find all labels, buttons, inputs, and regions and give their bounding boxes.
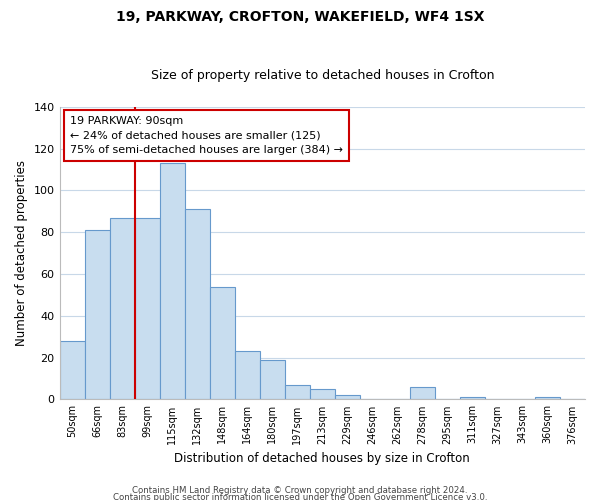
Bar: [185, 209, 209, 400]
Text: Contains public sector information licensed under the Open Government Licence v3: Contains public sector information licen…: [113, 494, 487, 500]
Bar: [410, 387, 435, 400]
Bar: [535, 398, 560, 400]
Bar: [160, 163, 185, 400]
Text: Contains HM Land Registry data © Crown copyright and database right 2024.: Contains HM Land Registry data © Crown c…: [132, 486, 468, 495]
Text: 19 PARKWAY: 90sqm
← 24% of detached houses are smaller (125)
75% of semi-detache: 19 PARKWAY: 90sqm ← 24% of detached hous…: [70, 116, 343, 155]
X-axis label: Distribution of detached houses by size in Crofton: Distribution of detached houses by size …: [175, 452, 470, 465]
Bar: [134, 218, 160, 400]
Bar: [285, 385, 310, 400]
Bar: [335, 395, 360, 400]
Bar: [85, 230, 110, 400]
Bar: [110, 218, 134, 400]
Bar: [209, 286, 235, 400]
Bar: [260, 360, 285, 400]
Bar: [460, 398, 485, 400]
Title: Size of property relative to detached houses in Crofton: Size of property relative to detached ho…: [151, 69, 494, 82]
Y-axis label: Number of detached properties: Number of detached properties: [15, 160, 28, 346]
Bar: [235, 352, 260, 400]
Bar: [310, 389, 335, 400]
Bar: [59, 341, 85, 400]
Text: 19, PARKWAY, CROFTON, WAKEFIELD, WF4 1SX: 19, PARKWAY, CROFTON, WAKEFIELD, WF4 1SX: [116, 10, 484, 24]
